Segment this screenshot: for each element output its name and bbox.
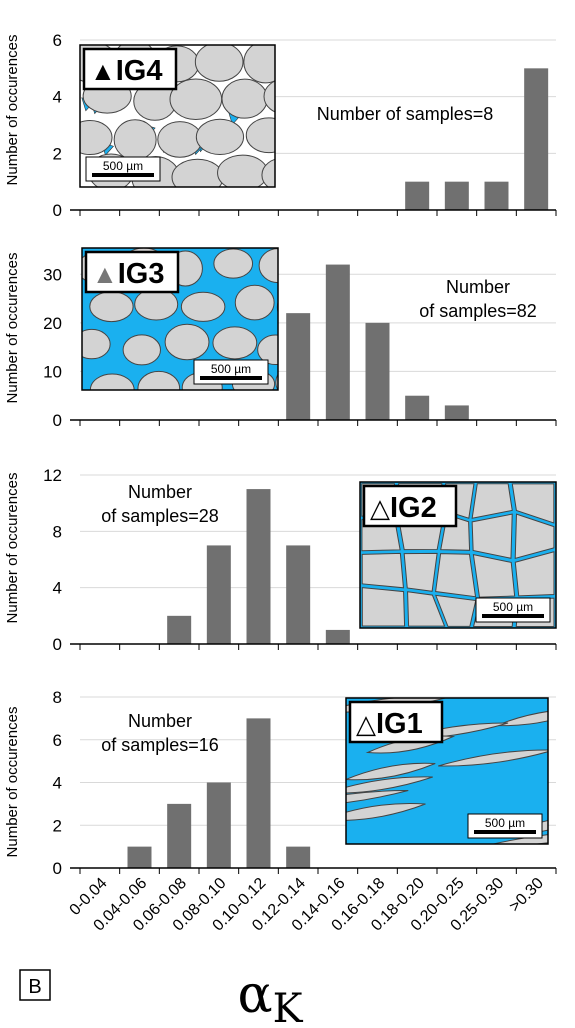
scale-bar-label: 500 µm bbox=[211, 362, 251, 376]
scale-bar bbox=[474, 830, 536, 834]
filled-triangle-icon: ▲ bbox=[92, 259, 118, 289]
inset-micrograph-ig2: △IG2 500 µm bbox=[359, 481, 557, 629]
y-tick-label: 6 bbox=[53, 731, 62, 750]
bar bbox=[167, 803, 192, 868]
y-axis-label: Number of occurences bbox=[4, 473, 21, 624]
histogram-panels: 0 2 4 6 Number of occurences Number of sample… bbox=[4, 31, 557, 878]
bar bbox=[524, 68, 549, 210]
bar bbox=[325, 629, 350, 644]
y-tick-label: 0 bbox=[53, 411, 62, 430]
sample-count-annotation: Number bbox=[128, 482, 192, 502]
inset-micrograph-ig3: ▲IG3 500 µm bbox=[81, 247, 279, 391]
bar bbox=[286, 846, 311, 868]
sample-count-annotation: Number of samples=8 bbox=[317, 104, 494, 124]
sample-count-annotation: Number bbox=[128, 711, 192, 731]
panel-letter-box: B bbox=[19, 969, 51, 1001]
sample-count-annotation: of samples=16 bbox=[101, 735, 219, 755]
x-axis-label: αK bbox=[237, 965, 303, 1028]
histogram-panel-1: 0 2 4 6 Number of occurences Number of sample… bbox=[4, 31, 557, 220]
x-axis-label-subscript: K bbox=[273, 986, 304, 1028]
y-tick-label: 12 bbox=[43, 466, 62, 485]
scale-bar-label: 500 µm bbox=[103, 159, 143, 173]
x-axis-label-symbol: α bbox=[237, 965, 272, 1025]
y-tick-label: 2 bbox=[53, 144, 62, 163]
y-axis-label: Number of occurences bbox=[4, 707, 21, 858]
y-tick-label: 10 bbox=[43, 362, 62, 381]
bar bbox=[405, 395, 430, 420]
bar bbox=[405, 181, 430, 210]
panel-letter: B bbox=[28, 976, 41, 998]
histogram-panel-2: 0 10 20 30 Number of occurences Number of samp… bbox=[4, 247, 557, 430]
y-tick-label: 20 bbox=[43, 314, 62, 333]
bar bbox=[444, 181, 469, 210]
y-tick-label: 8 bbox=[53, 688, 62, 707]
y-tick-label: 6 bbox=[53, 31, 62, 50]
y-tick-label: 30 bbox=[43, 265, 62, 284]
bar bbox=[325, 264, 350, 420]
bar bbox=[167, 615, 192, 644]
sample-count-annotation: of samples=82 bbox=[419, 301, 537, 321]
bar bbox=[365, 322, 390, 420]
y-tick-label: 0 bbox=[53, 201, 62, 220]
bar bbox=[286, 545, 311, 644]
sample-count-annotation: Number bbox=[446, 277, 510, 297]
bar bbox=[286, 313, 311, 420]
bar bbox=[206, 782, 231, 868]
y-axis-label: Number of occurences bbox=[4, 35, 21, 186]
y-tick-label: 4 bbox=[53, 774, 62, 793]
x-category-label: >0.30 bbox=[506, 875, 547, 916]
histogram-panel-4: 0 2 4 6 8 Number of occurences Number of sample… bbox=[4, 688, 557, 878]
y-tick-label: 2 bbox=[53, 816, 62, 835]
scale-bar-label: 500 µm bbox=[493, 600, 533, 614]
histogram-panel-3: 0 4 8 12 Number of occurences Number of sample… bbox=[4, 466, 557, 654]
inset-micrograph-ig4: ▲IG4 500 µm bbox=[79, 44, 276, 188]
inset-label: △IG2 bbox=[370, 492, 437, 524]
bar bbox=[206, 545, 231, 644]
y-tick-label: 4 bbox=[53, 579, 62, 598]
inset-label: △IG1 bbox=[356, 708, 423, 740]
sample-count-annotation: of samples=28 bbox=[101, 506, 219, 526]
inset-label: ▲IG3 bbox=[92, 258, 164, 290]
scale-bar bbox=[482, 614, 544, 618]
bar bbox=[127, 846, 152, 868]
y-tick-label: 8 bbox=[53, 522, 62, 541]
scale-bar bbox=[200, 376, 262, 380]
bar bbox=[444, 405, 469, 420]
inset-micrograph-ig1: △IG1 500 µm bbox=[345, 697, 549, 845]
y-tick-label: 0 bbox=[53, 635, 62, 654]
bar bbox=[246, 489, 271, 644]
scale-bar-label: 500 µm bbox=[485, 816, 525, 830]
y-axis-label: Number of occurences bbox=[4, 253, 21, 404]
inset-label: ▲IG4 bbox=[90, 55, 162, 87]
x-axis-category-labels: 0-0.040.04-0.060.06-0.080.08-0.100.10-0.… bbox=[67, 875, 548, 935]
inset-label-box bbox=[348, 700, 444, 744]
outline-triangle-icon: △ bbox=[356, 709, 376, 739]
filled-triangle-icon: ▲ bbox=[90, 56, 116, 86]
scale-bar bbox=[92, 173, 154, 177]
y-tick-label: 4 bbox=[53, 88, 62, 107]
y-tick-label: 0 bbox=[53, 859, 62, 878]
inset-label-box bbox=[362, 484, 458, 528]
outline-triangle-icon: △ bbox=[370, 493, 390, 523]
inset-label-box bbox=[84, 250, 180, 294]
bar bbox=[484, 181, 509, 210]
bar bbox=[246, 718, 271, 868]
inset-label-box bbox=[82, 47, 178, 91]
